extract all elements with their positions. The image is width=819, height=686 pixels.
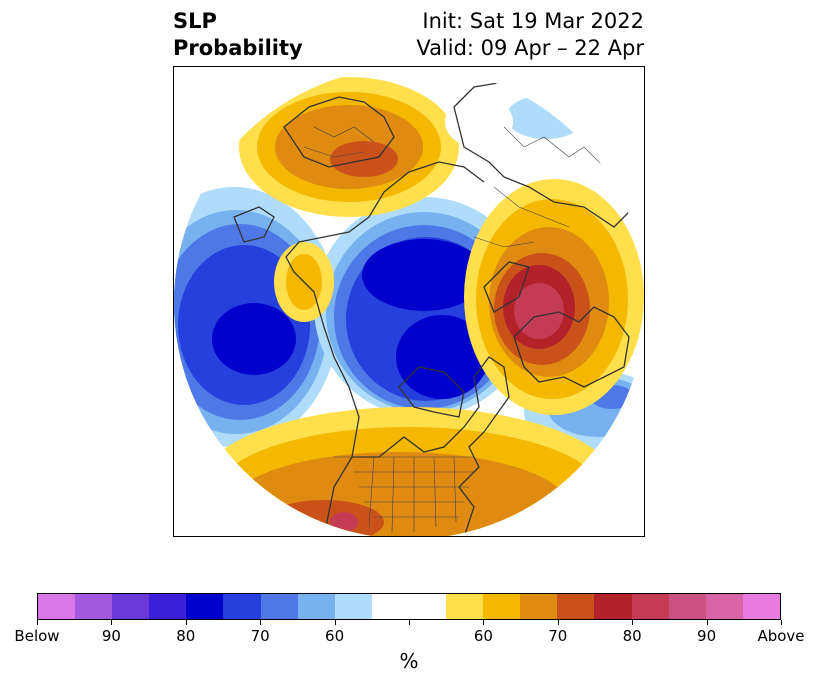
colorbar-tickmark: [185, 620, 187, 625]
colorbar-tick-label: 70: [548, 627, 568, 645]
pacific-80-contour: [212, 303, 296, 375]
init-date: Init: Sat 19 Mar 2022: [422, 9, 644, 33]
northeast-low-region: [506, 95, 586, 139]
colorbar-tick-label: 60: [325, 627, 345, 645]
arctic-80-contour-south: [396, 315, 488, 399]
polar-map: [173, 66, 645, 537]
colorbar-segment: [408, 594, 447, 619]
colorbar-segment: [557, 594, 595, 619]
colorbar-tickmark: [36, 620, 38, 625]
colorbar-segment: [223, 594, 261, 619]
eurasia-neutral-gap: [445, 96, 513, 148]
asia-borders: [303, 126, 375, 158]
colorbar-tick-label: 90: [101, 627, 121, 645]
arctic-80-contour-north: [362, 239, 486, 311]
northeast-60-contour: [506, 95, 586, 139]
colorbar-tickmark: [334, 620, 336, 625]
coastline-east-asia: [283, 96, 395, 168]
colorbar-segment: [668, 594, 706, 619]
na-80-contour: [330, 512, 358, 532]
coastline-americas-east: [352, 356, 510, 536]
colorbar-tick-label: Above: [757, 627, 805, 645]
chart-title-left: SLP Probability: [173, 8, 303, 62]
colorbar-segment: [446, 594, 484, 619]
colorbar-tickmark: [557, 620, 559, 625]
colorbar-tickmark: [706, 620, 708, 625]
colorbar-tickmark: [780, 620, 782, 625]
colorbar-tick-label: 90: [697, 627, 717, 645]
colorbar-tick-label: 60: [473, 627, 493, 645]
valid-range: Valid: 09 Apr – 22 Apr: [416, 36, 644, 60]
europe-high-region: [464, 179, 644, 415]
colorbar-segment: [705, 594, 743, 619]
colorbar-segment: [297, 594, 335, 619]
coastline-japan: [233, 206, 275, 243]
colorbar-segment: [594, 594, 632, 619]
title-variable: SLP: [173, 9, 217, 33]
coastline-europe: [513, 306, 630, 388]
colorbar-segment: [260, 594, 298, 619]
colorbar-segment: [75, 594, 113, 619]
colorbar-segment: [186, 594, 224, 619]
title-metric: Probability: [173, 36, 303, 60]
us-state-lines-vertical: [368, 456, 457, 533]
chart-title-right: Init: Sat 19 Mar 2022 Valid: 09 Apr – 22…: [416, 8, 644, 62]
probability-map-svg: [174, 67, 644, 536]
colorbar-tick-label: 80: [622, 627, 642, 645]
colorbar-segment: [742, 594, 780, 619]
colorbar-tick-label: 70: [250, 627, 270, 645]
eurasia-high-region: [239, 77, 513, 217]
colorbar-segment: [520, 594, 558, 619]
coastline-americas-west: [285, 161, 485, 536]
coastline-greenland: [483, 261, 530, 313]
colorbar-segment: [334, 594, 372, 619]
probability-colorbar: [37, 593, 781, 620]
political-borders: [303, 126, 605, 533]
colorbar-tickmark: [110, 620, 112, 625]
colorbar-segment: [149, 594, 187, 619]
colorbar-tick-label: 80: [176, 627, 196, 645]
colorbar-tickmark: [631, 620, 633, 625]
colorbar-segment: [38, 594, 76, 619]
colorbar-tickmark: [259, 620, 261, 625]
coastline-hudson-bay: [398, 366, 465, 418]
eurasia-70-contour: [330, 141, 398, 177]
colorbar-segment: [483, 594, 521, 619]
eurasia-borders: [473, 126, 605, 248]
colorbar-segment: [631, 594, 669, 619]
colorbar-segment: [112, 594, 150, 619]
colorbar-tick-label: Below: [14, 627, 60, 645]
colorbar-tickmark: [408, 620, 410, 625]
colorbar-unit-label: %: [399, 649, 419, 673]
colorbar-segment: [371, 594, 409, 619]
colorbar-tickmark: [482, 620, 484, 625]
